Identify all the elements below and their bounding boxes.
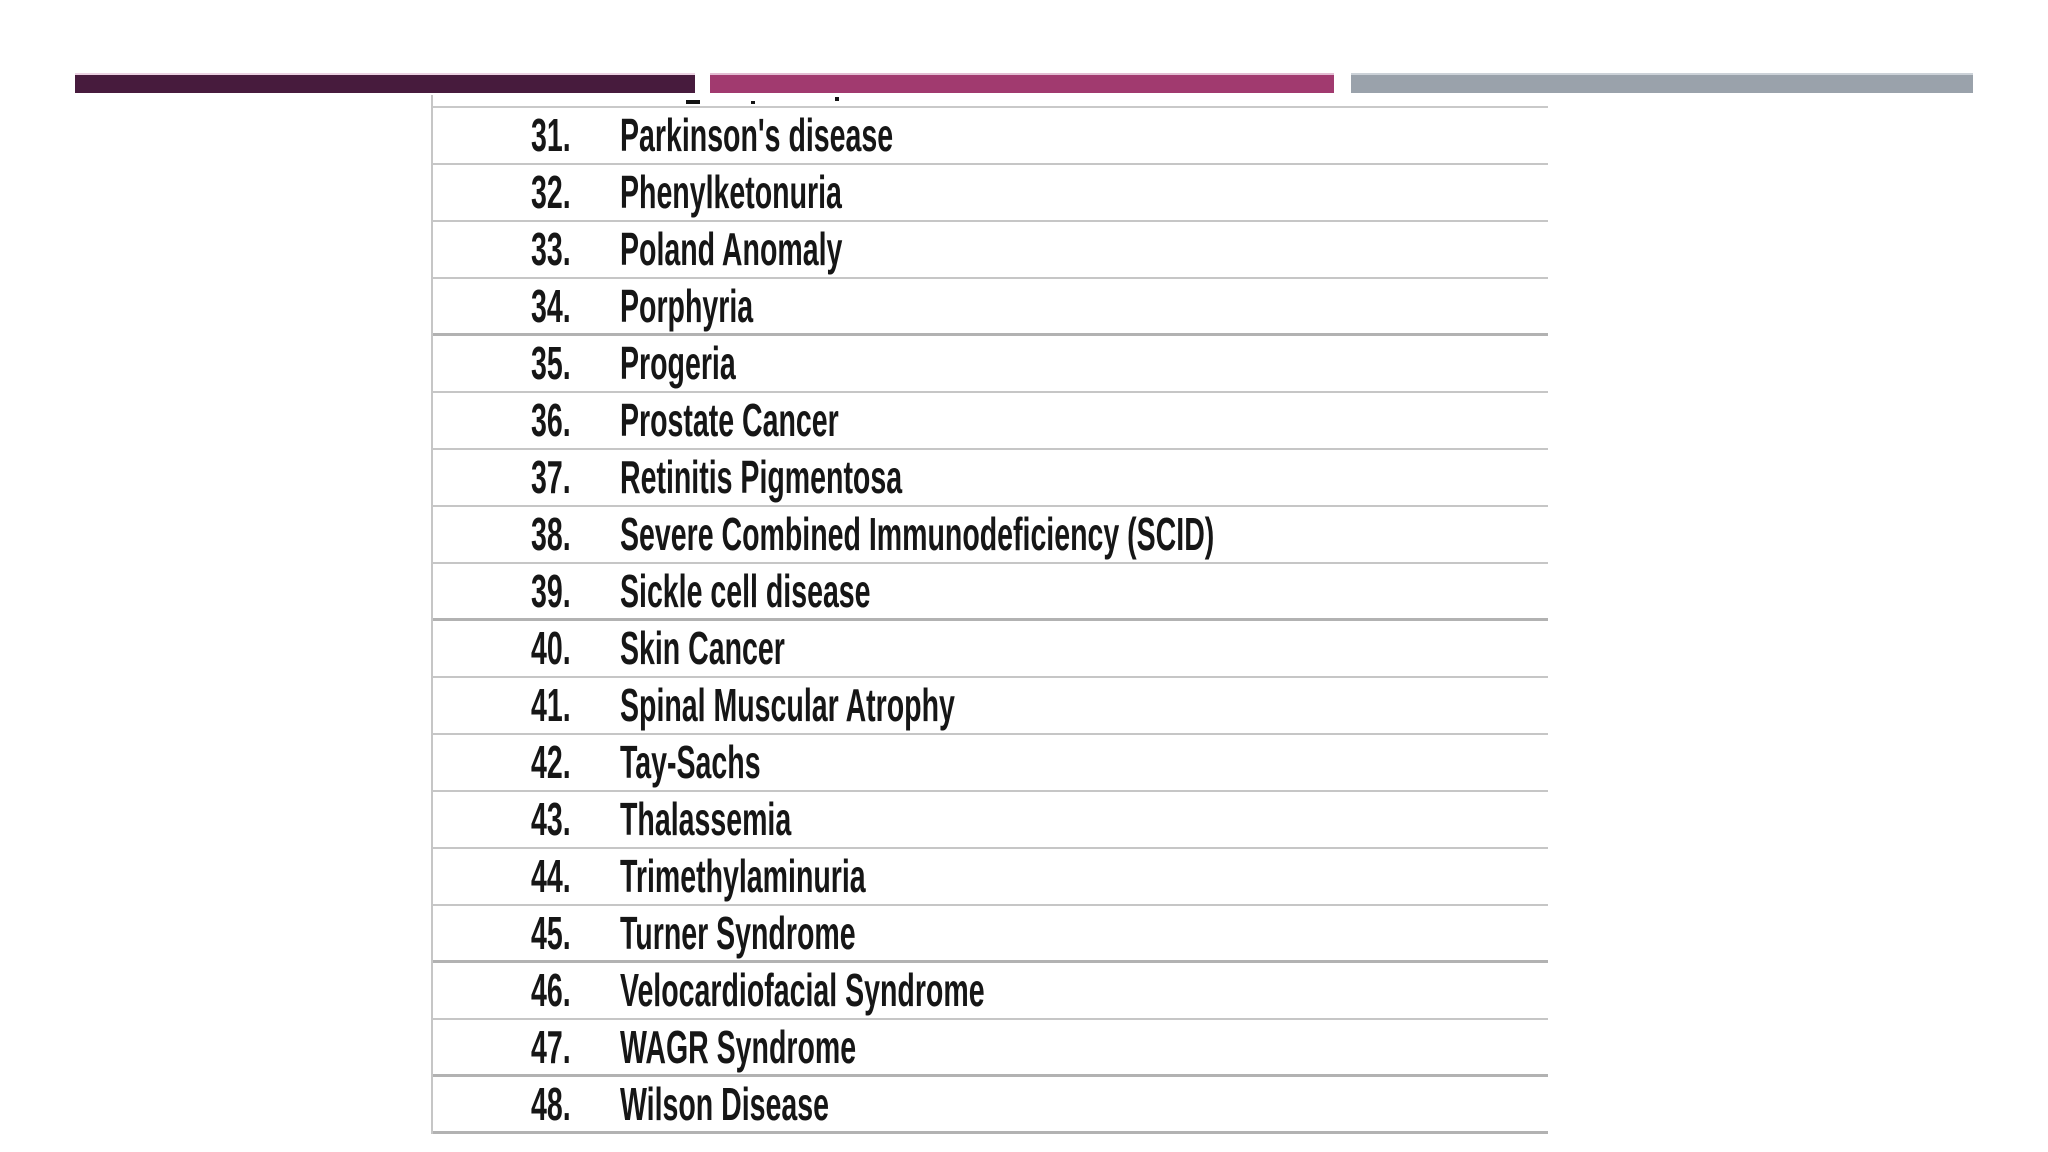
item-number: 43.: [531, 793, 571, 845]
item-number: 41.: [531, 679, 571, 731]
item-number: 39.: [531, 565, 571, 617]
item-name: Turner Syndrome: [619, 907, 856, 959]
decorative-bar-magenta: [710, 75, 1334, 93]
list-item: 40. Skin Cancer: [433, 621, 1548, 678]
item-name: Wilson Disease: [619, 1078, 829, 1130]
list-item: 35. Progeria: [433, 336, 1548, 393]
list-item: 39. Sickle cell disease: [433, 564, 1548, 621]
list-item: 37. Retinitis Pigmentosa: [433, 450, 1548, 507]
item-number: 37.: [531, 451, 571, 503]
list-item: 43. Thalassemia: [433, 792, 1548, 849]
item-name: Tay-Sachs: [619, 736, 761, 788]
item-number: 36.: [531, 394, 571, 446]
item-number: 33.: [531, 223, 571, 275]
item-name: Skin Cancer: [619, 622, 785, 674]
item-number: 45.: [531, 907, 571, 959]
item-name: Retinitis Pigmentosa: [619, 451, 902, 503]
item-name: Severe Combined Immunodeficiency (SCID): [619, 508, 1215, 560]
item-number: 47.: [531, 1021, 571, 1073]
list-item: 32. Phenylketonuria: [433, 165, 1548, 222]
item-name: Sickle cell disease: [619, 565, 871, 617]
item-name: Progeria: [619, 337, 736, 389]
list-item: 45. Turner Syndrome: [433, 906, 1548, 963]
decorative-bar-maroon: [75, 75, 695, 93]
list-item: 34. Porphyria: [433, 279, 1548, 336]
cutoff-text-fragment: [835, 97, 839, 101]
item-number: 44.: [531, 850, 571, 902]
list-item: 33. Poland Anomaly: [433, 222, 1548, 279]
item-number: 48.: [531, 1078, 571, 1130]
cutoff-text-fragment: [686, 100, 700, 104]
item-number: 42.: [531, 736, 571, 788]
disease-rows: 31. Parkinson's disease 32. Phenylketonu…: [433, 108, 1548, 1134]
item-number: 40.: [531, 622, 571, 674]
list-item: 38. Severe Combined Immunodeficiency (SC…: [433, 507, 1548, 564]
list-item: 48. Wilson Disease: [433, 1077, 1548, 1134]
item-name: Poland Anomaly: [619, 223, 843, 275]
item-number: 32.: [531, 166, 571, 218]
item-name: Thalassemia: [619, 793, 792, 845]
item-name: Velocardiofacial Syndrome: [619, 964, 985, 1016]
list-item: 36. Prostate Cancer: [433, 393, 1548, 450]
item-number: 35.: [531, 337, 571, 389]
list-item: 41. Spinal Muscular Atrophy: [433, 678, 1548, 735]
list-item: 44. Trimethylaminuria: [433, 849, 1548, 906]
list-item: 47. WAGR Syndrome: [433, 1020, 1548, 1077]
disease-list-table: 31. Parkinson's disease 32. Phenylketonu…: [431, 95, 1548, 1134]
item-name: Porphyria: [619, 280, 753, 332]
item-name: Trimethylaminuria: [619, 850, 866, 902]
list-item: 46. Velocardiofacial Syndrome: [433, 963, 1548, 1020]
item-number: 46.: [531, 964, 571, 1016]
decorative-bar-gray: [1351, 75, 1973, 93]
cutoff-row: [433, 95, 1548, 108]
item-name: WAGR Syndrome: [619, 1021, 856, 1073]
item-name: Spinal Muscular Atrophy: [619, 679, 955, 731]
item-number: 31.: [531, 109, 571, 161]
item-name: Prostate Cancer: [619, 394, 839, 446]
cutoff-text-fragment: [751, 101, 755, 104]
item-name: Phenylketonuria: [619, 166, 842, 218]
item-name: Parkinson's disease: [619, 109, 893, 161]
item-number: 34.: [531, 280, 571, 332]
list-item: 42. Tay-Sachs: [433, 735, 1548, 792]
item-number: 38.: [531, 508, 571, 560]
list-item: 31. Parkinson's disease: [433, 108, 1548, 165]
